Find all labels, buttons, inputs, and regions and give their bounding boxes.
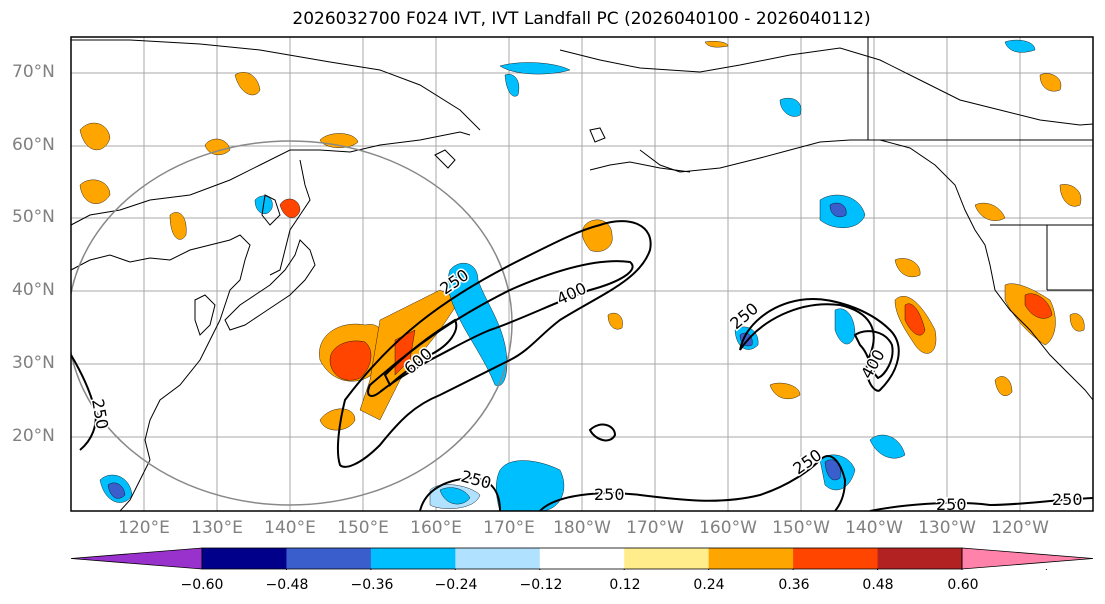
blob-positive	[169, 212, 187, 240]
colorbar-cell	[202, 548, 287, 569]
lon-label: 150°E	[337, 518, 389, 538]
blob-positive	[329, 340, 372, 381]
colorbar-cell	[877, 548, 963, 569]
colorbar-cell	[455, 548, 541, 569]
blob-negative	[869, 434, 906, 459]
blob-positive	[279, 198, 301, 218]
lon-label: 160°W	[699, 518, 757, 538]
colorbar-frame	[201, 547, 963, 570]
lon-label: 120°W	[991, 518, 1049, 538]
lat-label: 20°N	[12, 426, 55, 446]
colorbar-tick-label: −0.24	[434, 577, 478, 593]
lon-label: 120°E	[118, 518, 170, 538]
blob-negative	[107, 482, 126, 499]
colorbar-cell	[708, 548, 794, 569]
blob-positive	[1024, 293, 1053, 319]
blob-negative	[834, 308, 856, 345]
lon-label: 160°E	[410, 518, 462, 538]
contour-label: 250	[1052, 490, 1083, 509]
lat-label: 70°N	[12, 62, 55, 82]
contour-label: 250	[88, 397, 112, 430]
lat-label: 60°N	[12, 135, 55, 155]
colorbar-tick-label: 0.24	[693, 577, 725, 593]
colorbar-cell	[370, 548, 456, 569]
coastlines	[71, 37, 1093, 511]
blob-positive	[904, 303, 926, 336]
blob-positive	[1059, 184, 1082, 207]
colorbar-extend-low	[70, 547, 203, 570]
colorbar	[70, 547, 1094, 570]
blob-negative	[504, 74, 520, 97]
contour-labels: 250 250 400 600 250 400 250 250 250 250 …	[87, 264, 1084, 514]
colorbar-tick-label: −0.48	[265, 577, 309, 593]
lon-label: 130°W	[918, 518, 976, 538]
blob-negative	[1004, 39, 1036, 53]
ivt-pc-shading	[79, 39, 1085, 511]
lon-label: 170°E	[483, 518, 535, 538]
colorbar-cell	[624, 548, 710, 569]
colorbar-tick-label: 0.48	[862, 577, 894, 593]
lat-label: 50°N	[12, 207, 55, 227]
lon-label: 130°E	[191, 518, 243, 538]
colorbar-tick-label: −0.60	[180, 577, 224, 593]
blob-positive	[79, 179, 111, 204]
lat-label: 40°N	[12, 280, 55, 300]
landfall-radius-circle	[71, 140, 513, 506]
colorbar-cell	[286, 548, 372, 569]
blob-positive	[769, 382, 801, 400]
blob-positive	[704, 41, 729, 48]
blob-positive	[234, 72, 261, 96]
blob-positive	[79, 122, 111, 150]
blob-positive	[974, 202, 1006, 221]
colorbar-tick-label: −0.12	[519, 577, 563, 593]
blob-positive	[319, 408, 356, 431]
blob-negative	[829, 202, 847, 218]
blob-negative	[824, 459, 841, 481]
colorbar-tick-label: 0.12	[609, 577, 641, 593]
blob-positive	[607, 312, 623, 330]
contour-label: 250	[726, 299, 762, 333]
blob-positive	[582, 219, 613, 252]
blob-positive	[894, 258, 921, 278]
colorbar-tick-label: 0.36	[778, 577, 810, 593]
lon-label: 150°W	[772, 518, 830, 538]
lon-label: 140°E	[264, 518, 316, 538]
blob-positive	[994, 376, 1013, 396]
blob-negative	[439, 487, 471, 505]
colorbar-tick-label: −0.36	[350, 577, 394, 593]
blob-negative	[496, 460, 565, 511]
colorbar-cell	[793, 548, 879, 569]
lon-label: 170°W	[626, 518, 684, 538]
lon-label: 180°W	[553, 518, 611, 538]
lat-label: 30°N	[12, 353, 55, 373]
blob-negative	[499, 62, 571, 75]
colorbar-cell	[539, 548, 625, 569]
blob-positive	[1039, 73, 1062, 92]
contour-label: 400	[554, 278, 590, 308]
colorbar-tick-label: 0.60	[947, 577, 979, 593]
contour-label: 250	[936, 495, 967, 514]
figure-title: 2026032700 F024 IVT, IVT Landfall PC (20…	[292, 9, 871, 29]
lon-label: 140°W	[845, 518, 903, 538]
ivt-contours	[71, 220, 1093, 511]
blob-negative	[779, 97, 802, 117]
blob-positive	[1069, 313, 1085, 332]
colorbar-extend-high	[961, 547, 1094, 570]
contour-label: 250	[594, 485, 625, 504]
map-frame	[70, 36, 1094, 512]
blob-positive	[204, 138, 231, 156]
contour-label: 250	[789, 445, 825, 478]
gridlines	[71, 37, 1093, 511]
